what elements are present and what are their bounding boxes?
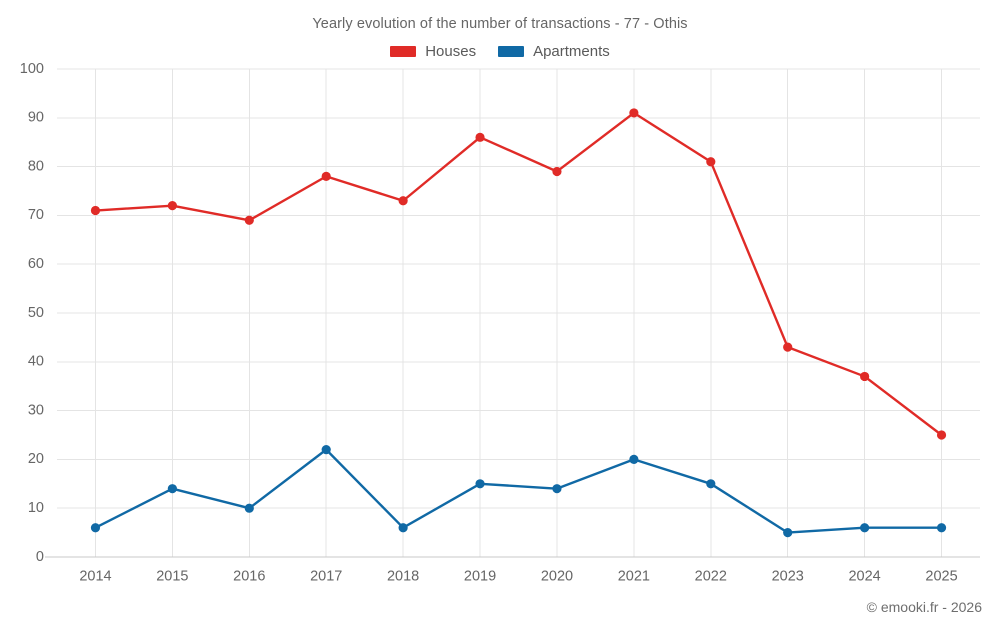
y-axis-tick-labels: 0 10 20 30 40 50 60 70 80 90 100 [20, 61, 44, 565]
y-tick-label: 10 [28, 500, 44, 516]
chart-title: Yearly evolution of the number of transa… [312, 16, 688, 32]
data-point[interactable] [783, 528, 793, 538]
y-tick-label: 100 [20, 61, 44, 77]
x-axis-tick-labels: 2014 2015 2016 2017 2018 2019 2020 2021 2022 2023… [79, 569, 957, 585]
y-gridlines [57, 68, 980, 558]
y-tick-label: 60 [28, 256, 44, 272]
data-point[interactable] [321, 171, 331, 181]
data-point[interactable] [860, 371, 870, 382]
data-point[interactable] [398, 196, 408, 206]
series-line-houses [94, 111, 943, 437]
series-line-apartments [94, 448, 943, 534]
data-series-layer [90, 108, 947, 538]
x-tick-label: 2025 [925, 569, 957, 585]
x-tick-label: 2024 [848, 569, 880, 585]
y-tick-label: 20 [28, 451, 44, 467]
series-houses [90, 108, 947, 440]
data-point[interactable] [398, 523, 408, 533]
x-tick-label: 2021 [618, 569, 650, 585]
y-tick-label: 30 [28, 402, 44, 418]
legend-label-apartments: Apartments [533, 43, 610, 60]
x-tick-label: 2020 [541, 569, 573, 585]
y-tick-label: 80 [28, 158, 44, 174]
y-tick-label: 70 [28, 207, 44, 223]
legend-label-houses: Houses [425, 43, 477, 60]
x-tick-label: 2014 [79, 569, 111, 585]
data-point[interactable] [552, 484, 562, 494]
data-point[interactable] [244, 503, 254, 513]
y-tick-label: 50 [28, 305, 44, 321]
legend-item-houses[interactable]: Houses [390, 43, 476, 60]
data-point[interactable] [167, 484, 177, 494]
legend-item-apartments[interactable]: Apartments [498, 43, 610, 60]
x-tick-label: 2018 [387, 569, 419, 585]
data-point[interactable] [706, 157, 716, 167]
data-point[interactable] [860, 523, 870, 533]
data-point[interactable] [244, 215, 254, 225]
x-tick-label: 2019 [464, 569, 496, 585]
legend-swatch-houses [390, 46, 417, 57]
data-point[interactable] [475, 479, 485, 489]
data-point[interactable] [167, 201, 177, 211]
data-point[interactable] [629, 454, 639, 464]
x-tick-label: 2017 [310, 569, 342, 585]
data-point[interactable] [90, 205, 101, 216]
y-tick-label: 90 [28, 110, 44, 126]
data-point[interactable] [936, 523, 947, 533]
y-tick-label: 0 [36, 549, 44, 565]
data-point[interactable] [475, 132, 485, 142]
credit-text: © emooki.fr - 2026 [866, 599, 982, 615]
data-point[interactable] [629, 108, 639, 118]
x-tick-label: 2022 [695, 569, 727, 585]
x-gridlines [94, 69, 943, 557]
data-point[interactable] [90, 523, 101, 533]
chart-legend: Houses Apartments [0, 43, 1000, 60]
data-point[interactable] [706, 479, 716, 489]
data-point[interactable] [552, 166, 562, 177]
x-tick-label: 2015 [156, 569, 188, 585]
legend-swatch-apartments [498, 46, 525, 57]
x-tick-label: 2023 [772, 569, 804, 585]
data-point[interactable] [321, 445, 331, 455]
y-tick-label: 40 [28, 354, 44, 370]
series-apartments [90, 445, 947, 538]
x-tick-label: 2016 [233, 569, 265, 585]
data-point[interactable] [783, 342, 793, 352]
data-point[interactable] [936, 430, 947, 440]
